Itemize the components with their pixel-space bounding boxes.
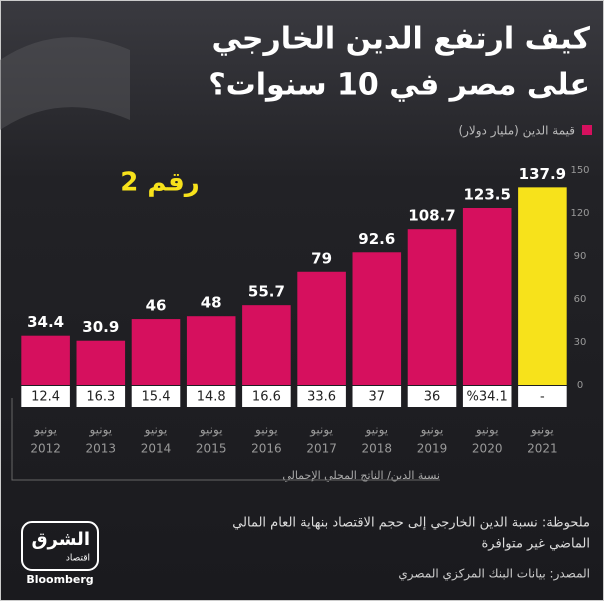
- y-tick-label: 30: [574, 337, 587, 348]
- ratio-label: نسبة الدين/ الناتج المحلي الإجمالي: [282, 469, 440, 482]
- x-tick-label: يونيو: [144, 423, 168, 438]
- bar: [131, 319, 181, 385]
- x-tick-label: يونيو: [199, 423, 223, 438]
- note-line: الماضي غير متوافرة: [482, 537, 591, 552]
- value-label: 48: [201, 294, 222, 312]
- bar: [186, 316, 236, 385]
- annotation: رقم 2: [120, 168, 200, 198]
- x-tick-label: 2019: [417, 442, 448, 456]
- bar: [76, 340, 126, 385]
- x-tick-label: يونيو: [309, 423, 333, 438]
- value-label: 46: [146, 297, 167, 315]
- ratio-cell: [21, 386, 70, 407]
- bar: [21, 335, 70, 385]
- ratio-value: 16.3: [86, 390, 115, 405]
- ratio-cell: [407, 386, 457, 407]
- ratio-value: 14.8: [197, 390, 226, 405]
- value-label: 92.6: [358, 230, 395, 248]
- value-label: 30.9: [82, 318, 119, 336]
- x-tick-label: 2015: [196, 442, 227, 456]
- ratio-cell: [352, 386, 402, 407]
- source: المصدر: بيانات البنك المركزي المصري: [398, 567, 590, 582]
- logo-box: [21, 521, 99, 571]
- ratio-value: 33.6: [307, 390, 336, 405]
- ratio-bracket: [11, 398, 440, 481]
- value-label: 34.4: [27, 313, 64, 331]
- x-tick-label: 2018: [362, 442, 393, 456]
- x-tick-label: يونيو: [254, 423, 278, 438]
- title-line: كيف ارتفع الدين الخارجي: [212, 22, 591, 57]
- x-tick-label: 2014: [141, 442, 172, 456]
- legend-label: قيمة الدين (مليار دولار): [458, 124, 575, 139]
- x-tick-label: 2017: [306, 442, 337, 456]
- x-tick-label: 2021: [527, 442, 558, 456]
- bar: [352, 252, 402, 385]
- ratio-cell: [518, 386, 567, 407]
- ratio-cell: [131, 386, 181, 407]
- value-label: 55.7: [248, 283, 285, 301]
- y-tick-label: 90: [574, 251, 587, 262]
- value-label: 108.7: [408, 207, 455, 225]
- value-label: 123.5: [463, 185, 510, 203]
- y-tick-label: 0: [577, 380, 583, 391]
- logo-sub: اقتصاد: [66, 554, 90, 564]
- logo-brand: Bloomberg: [26, 573, 93, 586]
- x-tick-label: 2020: [472, 442, 503, 456]
- ratio-value: 15.4: [142, 390, 171, 405]
- x-tick-label: يونيو: [364, 423, 388, 438]
- logo-name: الشرق: [31, 529, 90, 550]
- bar: [462, 207, 512, 385]
- y-tick-label: 120: [570, 208, 589, 219]
- bar: [297, 271, 346, 385]
- ratio-cell: [462, 386, 512, 407]
- value-label: 79: [311, 249, 332, 267]
- bar: [518, 187, 567, 385]
- bar: [407, 229, 457, 385]
- ratio-value: 16.6: [252, 390, 281, 405]
- x-tick-label: يونيو: [530, 423, 554, 438]
- ratio-value: 36: [424, 390, 441, 405]
- ratio-cell: [297, 386, 346, 407]
- value-label: 137.9: [519, 165, 566, 183]
- note-line: ملحوظة: نسبة الدين الخارجي إلى حجم الاقت…: [232, 516, 590, 531]
- x-tick-label: يونيو: [475, 423, 499, 438]
- ratio-value: 37: [369, 390, 386, 405]
- x-tick-label: يونيو: [33, 423, 57, 438]
- ratio-cell: [76, 386, 126, 407]
- ratio-value: 12.4: [31, 390, 60, 405]
- x-tick-label: يونيو: [88, 423, 112, 438]
- x-tick-label: 2013: [86, 442, 117, 456]
- y-tick-label: 60: [574, 294, 587, 305]
- x-tick-label: 2012: [30, 442, 61, 456]
- ratio-cell: [242, 386, 291, 407]
- x-tick-label: يونيو: [420, 423, 444, 438]
- ratio-value: -: [540, 390, 545, 405]
- x-tick-label: 2016: [251, 442, 282, 456]
- ratio-value: %34.1: [467, 390, 508, 405]
- y-tick-label: 150: [570, 165, 589, 176]
- ratio-cell: [186, 386, 236, 407]
- title-line: على مصر في 10 سنوات؟: [208, 68, 590, 103]
- bar: [242, 305, 291, 385]
- flag-decoration: [0, 37, 130, 131]
- legend-swatch: [582, 125, 592, 135]
